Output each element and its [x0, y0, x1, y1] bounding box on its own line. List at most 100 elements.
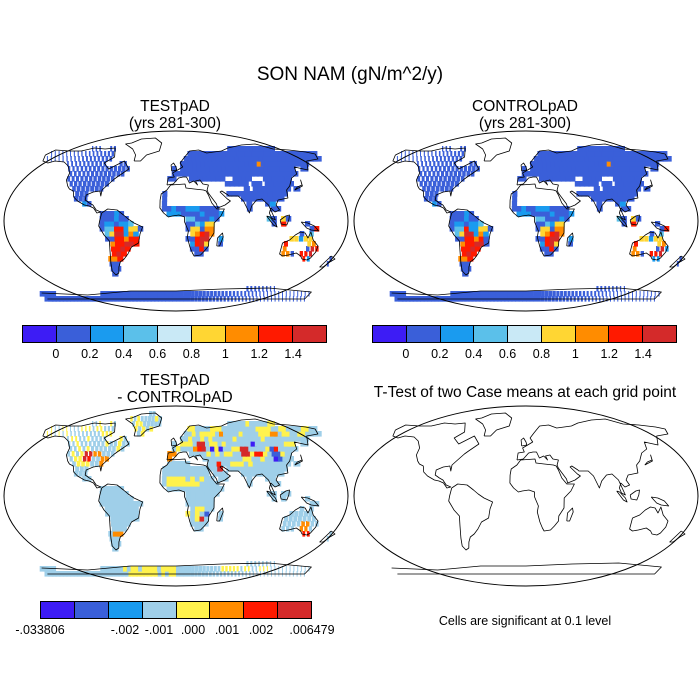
grid-cell — [545, 231, 551, 237]
grid-cell — [650, 166, 659, 172]
colorbar-tick-label: 1 — [221, 347, 229, 361]
grid-cell — [212, 436, 219, 442]
grid-cell — [568, 236, 574, 242]
grid-cell — [187, 566, 192, 572]
grid-cell — [203, 431, 209, 437]
grid-cell — [134, 291, 141, 297]
grid-cell — [588, 166, 595, 172]
grid-cell — [579, 181, 586, 187]
grid-cell — [99, 486, 105, 492]
grid-cell — [190, 501, 196, 507]
grid-cell — [129, 516, 135, 522]
grid-cell — [615, 171, 623, 177]
grid-cell — [554, 231, 560, 237]
grid-cell — [91, 181, 96, 187]
grid-cell — [262, 156, 270, 162]
grid-cell — [571, 151, 578, 157]
grid-cell — [97, 166, 101, 172]
grid-cell — [164, 566, 170, 572]
grid-cell — [213, 426, 220, 432]
grid-cell — [252, 161, 260, 167]
grid-cell — [592, 181, 599, 187]
grid-cell — [533, 156, 539, 162]
grid-cell — [226, 431, 234, 437]
grid-cell — [657, 241, 662, 247]
grid-cell — [171, 476, 177, 482]
grid-cell — [284, 436, 293, 442]
grid-cell — [461, 151, 464, 157]
grid-cell — [121, 526, 127, 532]
grid-cell — [312, 241, 316, 247]
grid-cell — [541, 291, 545, 297]
grid-cell — [542, 161, 548, 167]
grid-cell — [157, 566, 162, 572]
grid-cell — [454, 211, 460, 217]
grid-cell — [88, 426, 91, 432]
grid-cell — [274, 566, 276, 572]
grid-cell — [434, 176, 438, 182]
grid-cell — [196, 441, 203, 447]
grid-cell — [559, 206, 565, 212]
grid-cell — [621, 216, 627, 222]
grid-cell — [544, 241, 550, 247]
coastline — [516, 143, 669, 221]
grid-cell — [460, 146, 463, 152]
grid-cell — [443, 166, 446, 172]
grid-cell — [417, 176, 421, 182]
grid-cell — [171, 481, 177, 487]
grid-cell — [202, 151, 208, 157]
grid-cell — [253, 466, 261, 472]
grid-cell — [108, 446, 112, 452]
grid-cell — [590, 291, 593, 297]
grid-cell — [305, 221, 311, 227]
grid-cell — [251, 456, 258, 462]
grid-cell — [179, 566, 184, 572]
grid-cell — [552, 176, 558, 182]
grid-cell — [158, 416, 162, 422]
grid-cell — [620, 291, 622, 297]
grid-cell — [263, 441, 271, 447]
grid-cell — [128, 236, 135, 242]
grid-cell — [79, 161, 82, 167]
grid-cell — [111, 526, 118, 532]
grid-cell — [112, 256, 119, 262]
grid-cell — [521, 171, 527, 177]
grid-cell — [210, 171, 216, 177]
grid-cell — [598, 161, 606, 167]
grid-cell — [76, 451, 79, 457]
grid-cell — [247, 151, 255, 157]
grid-cell — [244, 566, 247, 572]
grid-cell — [624, 291, 626, 297]
grid-cell — [272, 191, 279, 197]
grid-cell — [266, 186, 273, 192]
grid-cell — [206, 176, 213, 182]
grid-cell — [638, 161, 647, 167]
grid-cell — [73, 151, 75, 157]
grid-cell — [631, 156, 640, 162]
grid-cell — [283, 166, 292, 172]
absolute-colorbar-control-labels: 0 0.2 0.4 0.6 0.8 1 1.2 1.4 — [372, 347, 677, 363]
grid-cell — [244, 291, 247, 297]
coastline — [644, 454, 653, 466]
grid-cell — [184, 161, 190, 167]
grid-cell — [218, 446, 225, 452]
grid-cell — [119, 291, 126, 297]
grid-cell — [199, 236, 205, 242]
grid-cell — [450, 181, 455, 187]
grid-cell — [284, 451, 292, 457]
grid-cell — [119, 436, 123, 442]
grid-cell — [224, 436, 231, 442]
grid-cell — [455, 166, 459, 172]
grid-cell — [276, 466, 284, 472]
grid-cell — [108, 531, 115, 537]
grid-cell — [449, 186, 454, 192]
grid-cell — [439, 156, 442, 162]
grid-cell — [474, 236, 480, 242]
grid-cell — [590, 191, 597, 197]
grid-cell — [289, 236, 294, 242]
grid-cell — [116, 526, 123, 532]
grid-cell — [512, 196, 518, 202]
grid-cell — [123, 216, 129, 222]
grid-cell — [273, 446, 281, 452]
grid-cell — [554, 241, 559, 247]
